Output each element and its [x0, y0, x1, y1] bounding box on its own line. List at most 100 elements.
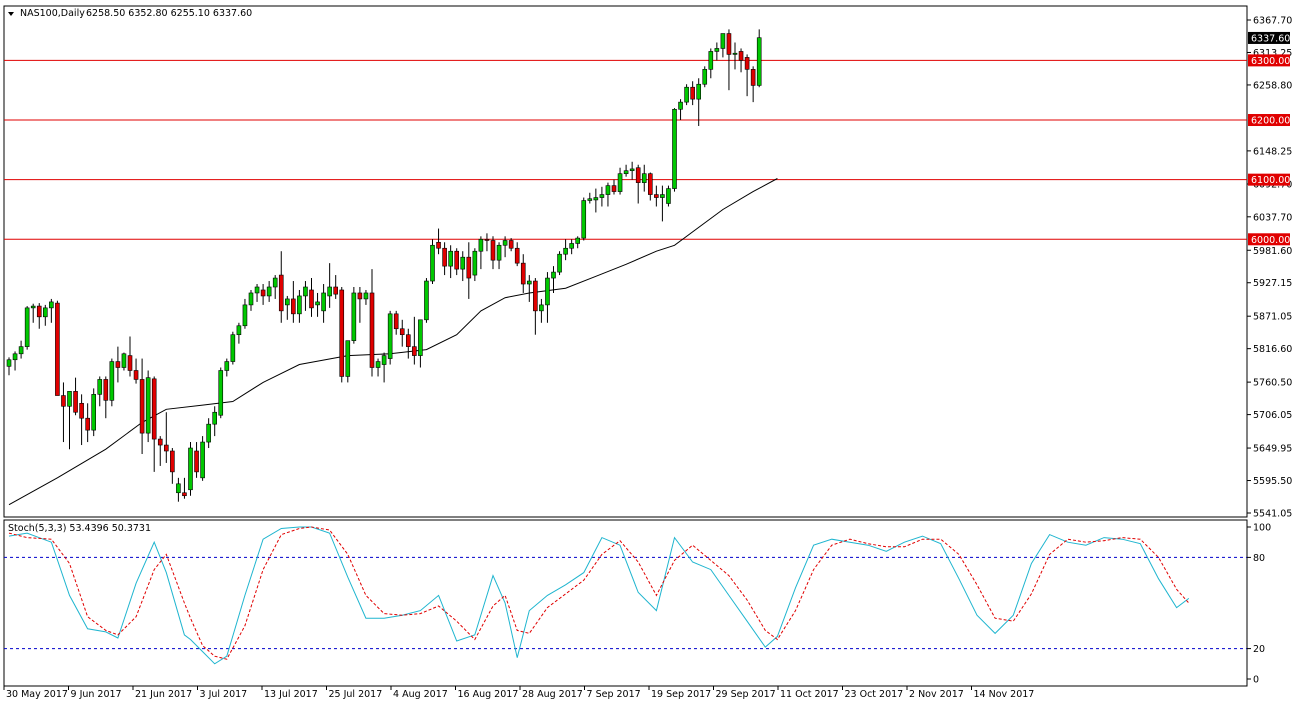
- candle: [381, 352, 387, 383]
- candle-body: [387, 313, 393, 359]
- candle-body: [641, 173, 647, 183]
- candle-body: [236, 325, 242, 336]
- candle: [569, 239, 574, 255]
- candle: [321, 284, 326, 323]
- candle: [514, 242, 520, 267]
- candle-body: [272, 277, 278, 288]
- candle: [726, 29, 732, 91]
- candle-body: [533, 280, 538, 312]
- price-tick-label: 5927.15: [1253, 278, 1292, 289]
- candle-body: [363, 292, 369, 300]
- candle-body: [750, 69, 756, 86]
- candle: [533, 278, 538, 335]
- candle-body: [581, 200, 587, 239]
- candle: [520, 254, 526, 293]
- candle-body: [399, 328, 405, 336]
- stoch-title: Stoch(5,3,3) 53.4396 50.3731: [8, 523, 151, 534]
- candle-body: [230, 334, 236, 362]
- date-tick-label: 28 Aug 2017: [522, 689, 583, 700]
- candle-body: [109, 361, 115, 401]
- candle-body: [79, 402, 84, 419]
- candle: [696, 78, 702, 126]
- candle: [484, 233, 490, 252]
- candle: [291, 281, 296, 323]
- price-tick-label: 5649.95: [1253, 444, 1292, 455]
- candle-body: [339, 289, 345, 377]
- candle: [496, 242, 502, 270]
- candle-body: [97, 379, 103, 395]
- current-price-tag: [1248, 31, 1290, 44]
- candle: [545, 272, 550, 323]
- candle: [236, 322, 242, 344]
- candle-body: [502, 240, 508, 246]
- candle-body: [617, 173, 623, 192]
- candle-body: [242, 304, 248, 327]
- candle: [732, 42, 738, 70]
- candle: [623, 164, 629, 177]
- candle: [242, 298, 248, 329]
- candle-body: [472, 250, 478, 276]
- candle: [12, 351, 18, 371]
- date-tick-label: 9 Jun 2017: [71, 689, 122, 700]
- candle: [593, 188, 599, 213]
- candle-body: [91, 394, 96, 431]
- candle-body: [291, 298, 296, 315]
- candle: [399, 319, 405, 347]
- candle-body: [345, 340, 351, 377]
- candle-body: [254, 286, 260, 294]
- candle: [309, 278, 314, 317]
- candle: [182, 477, 187, 499]
- candle: [230, 331, 236, 365]
- price-tick-label: 6037.70: [1253, 212, 1292, 223]
- candle: [684, 84, 689, 106]
- candle-body: [744, 57, 750, 70]
- candle-body: [672, 108, 677, 189]
- candle-body: [12, 353, 18, 361]
- candle-body: [412, 346, 417, 356]
- candle: [702, 66, 708, 88]
- candle: [678, 99, 683, 121]
- price-tick-label: 5541.05: [1253, 509, 1292, 520]
- dropdown-arrow-icon[interactable]: [8, 12, 14, 16]
- candle: [164, 412, 169, 463]
- date-tick-label: 2 Nov 2017: [909, 689, 964, 700]
- candle: [67, 391, 72, 450]
- candle: [266, 281, 272, 302]
- candle: [690, 81, 695, 106]
- level-tag-label: 6300.00: [1251, 56, 1290, 67]
- candle-body: [260, 289, 266, 297]
- candle-body: [121, 353, 127, 368]
- price-tick-label: 5760.50: [1253, 378, 1292, 389]
- candle: [466, 242, 472, 299]
- candle: [55, 300, 60, 396]
- candle: [157, 436, 163, 466]
- candle-body: [732, 52, 738, 55]
- candle-body: [623, 170, 629, 174]
- date-tick-label: 4 Aug 2017: [393, 689, 448, 700]
- candle: [442, 242, 447, 276]
- candle: [393, 310, 399, 335]
- candle-body: [30, 305, 36, 309]
- candle: [284, 295, 290, 320]
- candle: [139, 358, 145, 454]
- candle: [24, 306, 30, 350]
- candle-body: [654, 194, 659, 198]
- candle-body: [200, 441, 205, 479]
- candle-body: [145, 377, 151, 434]
- candle-body: [605, 185, 611, 195]
- candle-body: [42, 307, 48, 318]
- candle-body: [297, 295, 302, 315]
- candle-body: [726, 33, 732, 55]
- stoch-tick-label: 100: [1253, 523, 1271, 534]
- candle: [212, 406, 217, 437]
- candle-body: [569, 243, 574, 249]
- candle: [647, 172, 653, 201]
- candle-body: [164, 444, 169, 452]
- candle-body: [587, 198, 593, 201]
- candle: [714, 42, 720, 61]
- candle-body: [139, 379, 145, 434]
- candle-body: [115, 361, 121, 368]
- candle: [436, 228, 441, 255]
